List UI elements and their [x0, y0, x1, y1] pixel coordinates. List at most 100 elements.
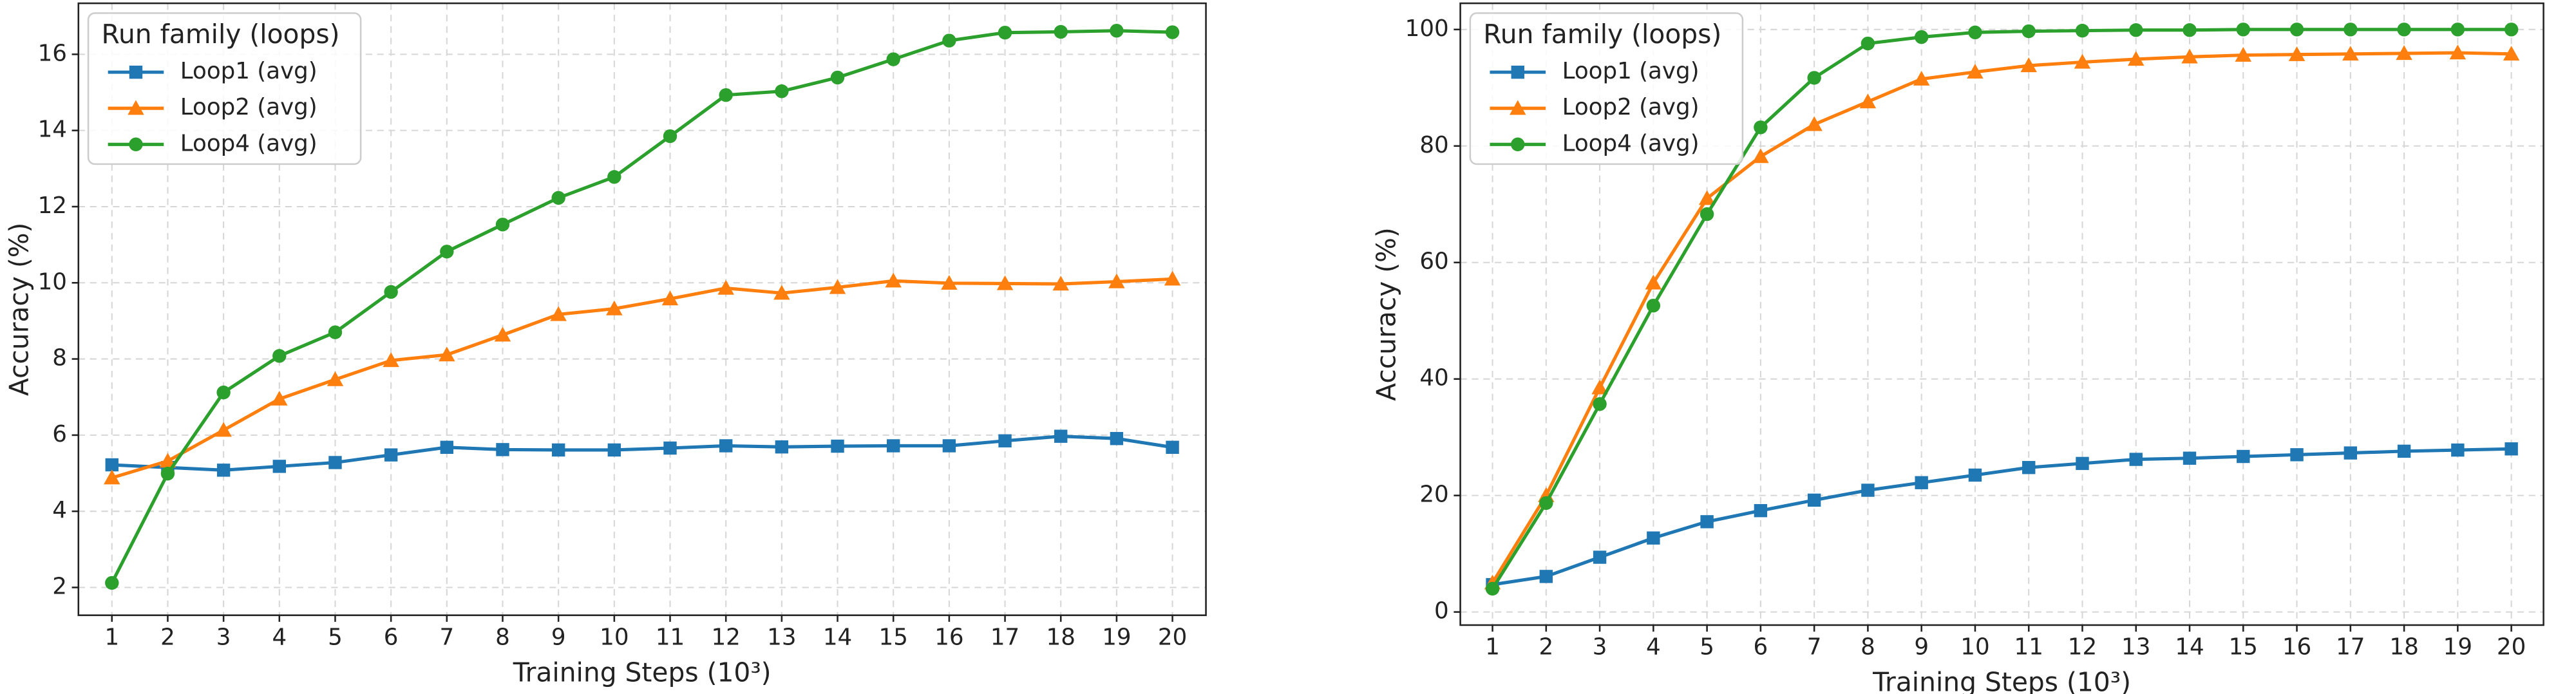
- series-line: [1491, 51, 2512, 584]
- marker: [328, 456, 342, 469]
- x-tick-label: 15: [2229, 634, 2258, 661]
- marker: [1646, 298, 1661, 313]
- y-tick-label: 12: [38, 192, 67, 219]
- marker: [830, 70, 845, 85]
- marker: [2504, 23, 2519, 37]
- marker: [1859, 93, 1877, 109]
- marker: [1861, 483, 1875, 497]
- x-tick-label: 2: [1539, 634, 1553, 661]
- marker: [1110, 432, 1124, 445]
- marker: [775, 440, 789, 454]
- marker: [327, 371, 344, 386]
- marker: [272, 460, 286, 473]
- marker: [496, 443, 509, 456]
- y-tick-label: 14: [38, 117, 67, 143]
- marker: [550, 306, 567, 321]
- marker: [105, 458, 118, 472]
- marker: [2235, 46, 2252, 62]
- y-tick-label: 0: [1434, 598, 1449, 624]
- x-tick-label: 3: [216, 624, 231, 650]
- x-tick-label: 3: [1593, 634, 1607, 661]
- marker: [384, 285, 398, 299]
- marker: [2344, 23, 2358, 37]
- marker: [719, 88, 733, 102]
- marker: [1164, 270, 1181, 286]
- marker: [383, 352, 399, 368]
- marker: [885, 272, 902, 288]
- marker: [1539, 496, 1553, 511]
- marker: [328, 325, 343, 339]
- marker: [829, 279, 846, 294]
- x-tick-label: 19: [1102, 624, 1131, 650]
- marker: [1593, 550, 1607, 564]
- marker: [1968, 25, 1982, 40]
- y-tick-label: 16: [38, 40, 67, 66]
- x-tick-label: 20: [2497, 634, 2526, 661]
- marker: [1166, 440, 1179, 455]
- marker: [1914, 30, 1929, 44]
- x-tick-label: 4: [272, 624, 287, 650]
- marker: [1806, 116, 1823, 131]
- marker: [1698, 190, 1716, 205]
- marker: [1807, 71, 1821, 85]
- series-line: [111, 277, 1173, 480]
- marker: [216, 464, 231, 477]
- x-tick-label: 16: [934, 624, 963, 650]
- y-axis-label: Accuracy (%): [1370, 227, 1401, 401]
- marker: [2022, 461, 2036, 474]
- marker: [2022, 24, 2036, 39]
- x-tick-label: 18: [2389, 634, 2418, 661]
- x-tick-label: 20: [1158, 624, 1187, 650]
- marker: [1915, 476, 1928, 489]
- marker: [216, 385, 231, 400]
- marker: [1511, 137, 1525, 151]
- x-tick-label: 6: [1754, 634, 1768, 661]
- y-tick-label: 40: [1419, 365, 1448, 391]
- marker: [661, 290, 679, 306]
- y-tick-label: 4: [52, 497, 67, 523]
- x-tick-label: 17: [990, 624, 1019, 650]
- marker: [1752, 148, 1769, 164]
- x-tick-label: 6: [384, 624, 399, 650]
- plot-frame: [77, 2, 1207, 616]
- marker: [942, 33, 956, 48]
- x-tick-label: 2: [160, 624, 175, 650]
- marker: [607, 443, 621, 457]
- marker: [2450, 23, 2465, 37]
- y-tick-label: 100: [1405, 15, 1449, 42]
- marker: [551, 191, 565, 205]
- marker: [773, 285, 790, 300]
- marker: [775, 84, 789, 98]
- marker: [831, 439, 844, 453]
- legend-label: Loop2 (avg): [180, 94, 317, 120]
- marker: [439, 346, 455, 362]
- legend-box: [87, 12, 362, 165]
- marker: [105, 576, 119, 590]
- marker: [1968, 468, 1982, 482]
- marker: [1754, 120, 1768, 135]
- series-line: [1492, 447, 2512, 586]
- x-tick-label: 15: [879, 624, 908, 650]
- x-tick-label: 12: [712, 624, 741, 650]
- marker: [998, 25, 1012, 40]
- marker: [607, 170, 621, 184]
- x-tick-label: 9: [1914, 634, 1929, 661]
- marker: [2129, 23, 2143, 37]
- marker: [1591, 379, 1608, 395]
- marker: [440, 245, 454, 259]
- marker: [2344, 446, 2358, 460]
- marker: [717, 279, 734, 295]
- marker: [1165, 25, 1180, 39]
- marker: [2074, 53, 2091, 69]
- legend-label: Loop1 (avg): [1562, 58, 1700, 84]
- x-tick-label: 10: [600, 624, 629, 650]
- x-tick-label: 11: [2014, 634, 2043, 661]
- x-tick-label: 14: [823, 624, 852, 650]
- marker: [942, 439, 956, 453]
- marker: [2451, 443, 2465, 457]
- x-tick-label: 7: [439, 624, 454, 650]
- marker: [1510, 100, 1526, 115]
